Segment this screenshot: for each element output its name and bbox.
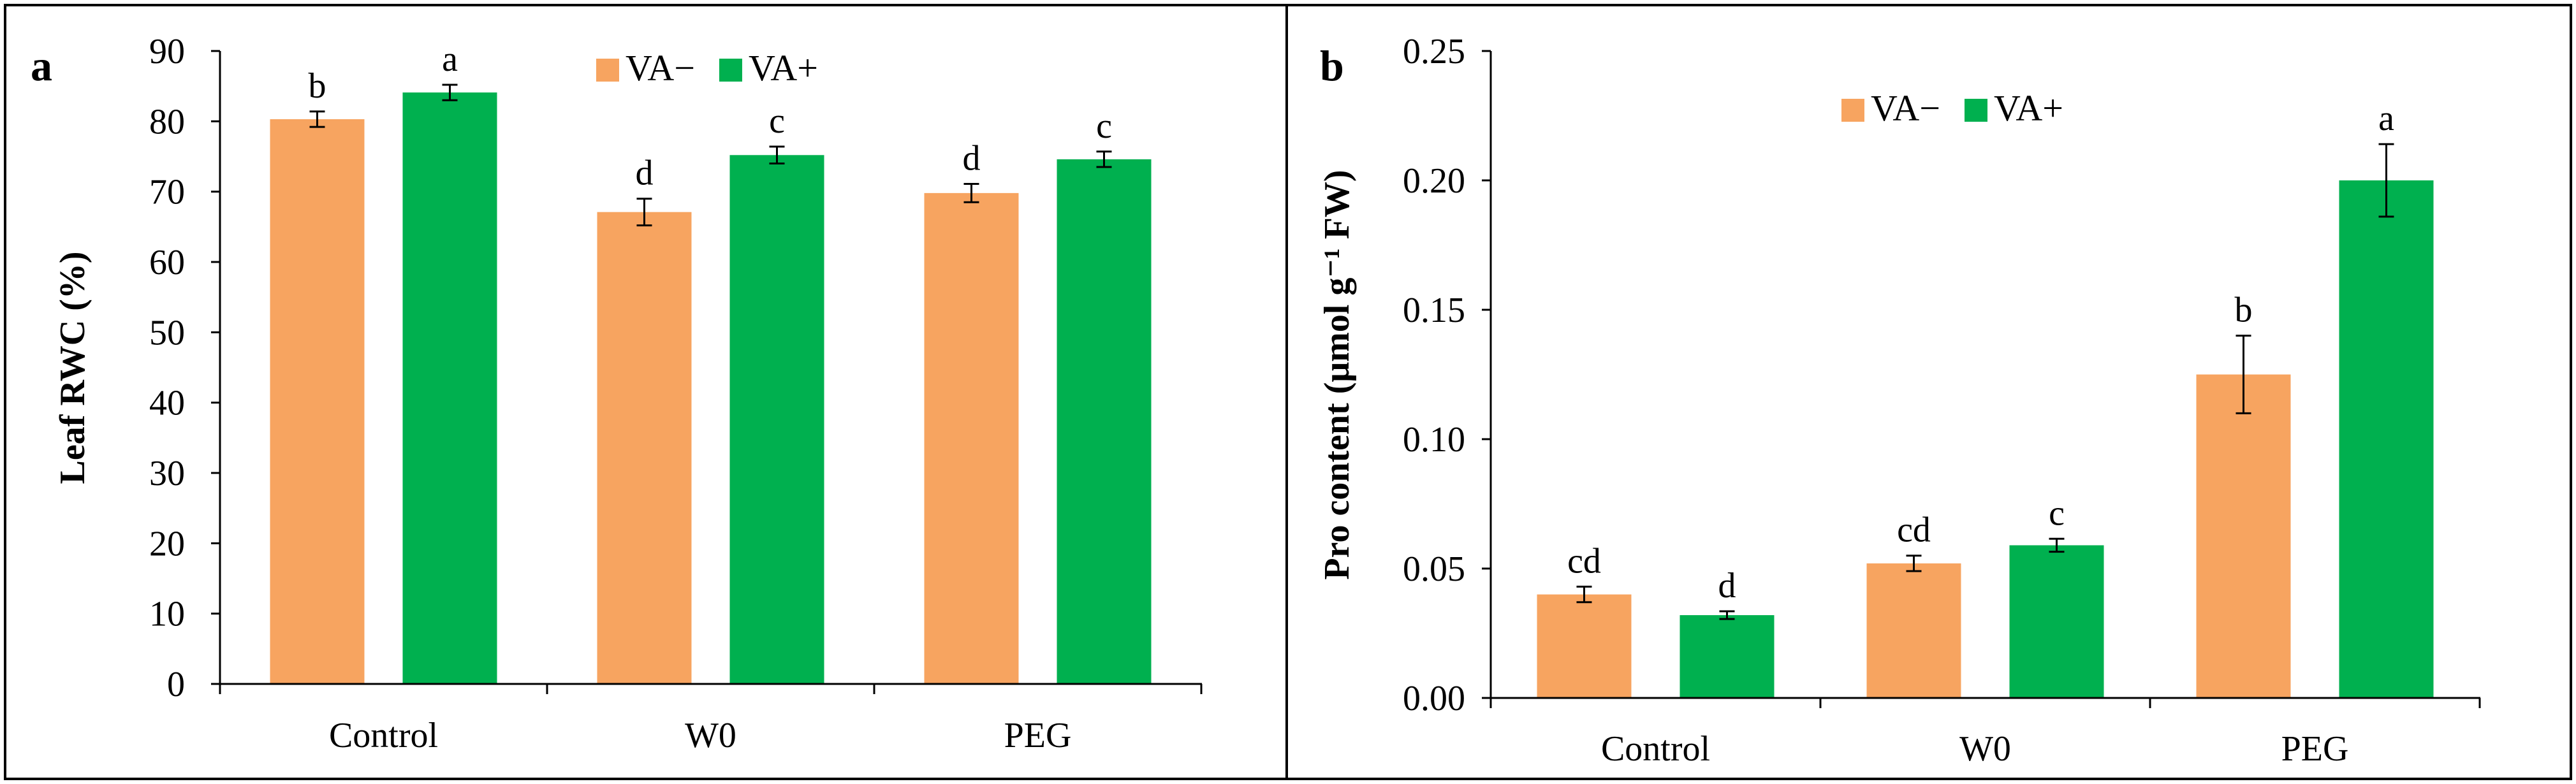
y-tick-label: 0.15 — [1403, 291, 1465, 330]
significance-label: a — [2378, 99, 2394, 138]
bar-va-minus — [597, 212, 692, 684]
bar-va-minus — [924, 192, 1019, 685]
bar-va-plus — [2009, 545, 2104, 698]
y-tick-label: 40 — [149, 384, 185, 423]
y-tick-label: 0.10 — [1403, 420, 1465, 460]
x-tick-label: PEG — [1004, 716, 1072, 755]
x-tick-label: PEG — [2281, 729, 2349, 769]
x-tick-label: W0 — [1959, 729, 2011, 769]
y-tick-label: 0.00 — [1403, 679, 1465, 718]
chart-panel-a: a Leaf RWC (%) b d d a c c 0 10 20 30 40 50 60 70 80 90 Co… — [31, 32, 1203, 755]
panel-letter: a — [31, 41, 52, 90]
significance-label: c — [769, 101, 785, 141]
significance-label: b — [2235, 291, 2253, 330]
y-tick-label: 70 — [149, 173, 185, 212]
legend-label-va-plus: VA+ — [1994, 87, 2063, 129]
significance-label: d — [963, 139, 981, 178]
legend-label-va-plus: VA+ — [749, 47, 818, 89]
panel-letter: b — [1320, 41, 1344, 90]
significance-label: c — [2049, 493, 2065, 533]
y-tick-label: 60 — [149, 243, 185, 282]
chart-panel-b: b Pro content (μmol g⁻¹ FW) cd cd b d c a 0.00 0.… — [1317, 32, 2481, 769]
y-tick-label: 20 — [149, 524, 185, 563]
significance-label: b — [309, 66, 326, 106]
significance-label: a — [442, 40, 458, 79]
y-tick-label: 0.20 — [1403, 161, 1465, 201]
bar-va-plus — [1680, 615, 1775, 698]
legend-swatch-va-minus — [596, 59, 619, 82]
bar-va-plus — [402, 92, 497, 684]
legend-swatch-va-plus — [1965, 99, 1987, 122]
bar-va-minus — [1866, 563, 1961, 698]
significance-label: cd — [1897, 511, 1931, 550]
significance-label: d — [1718, 566, 1736, 606]
y-axis-label: Leaf RWC (%) — [53, 251, 92, 484]
significance-label: c — [1096, 106, 1112, 146]
legend-label-va-minus: VA− — [626, 47, 695, 89]
y-tick-label: 0.05 — [1403, 549, 1465, 589]
bar-va-minus — [1537, 594, 1632, 698]
y-tick-label: 10 — [149, 595, 185, 634]
y-tick-label: 30 — [149, 454, 185, 493]
bar-va-minus — [270, 119, 365, 685]
y-tick-label: 0.25 — [1403, 32, 1465, 71]
bar-va-minus — [2196, 374, 2291, 698]
y-tick-label: 0 — [167, 665, 185, 704]
bar-va-plus — [1057, 159, 1152, 684]
y-axis-label: Pro content (μmol g⁻¹ FW) — [1317, 170, 1357, 579]
legend-swatch-va-plus — [719, 59, 742, 82]
y-tick-label: 80 — [149, 102, 185, 142]
x-tick-label: Control — [1601, 729, 1710, 769]
x-tick-label: W0 — [685, 716, 736, 755]
y-tick-label: 50 — [149, 313, 185, 352]
significance-label: d — [636, 154, 654, 193]
bar-va-plus — [729, 155, 824, 684]
significance-label: cd — [1567, 541, 1601, 581]
legend-label-va-minus: VA− — [1871, 87, 1940, 129]
legend-swatch-va-minus — [1841, 99, 1864, 122]
x-tick-label: Control — [329, 716, 438, 755]
y-tick-label: 90 — [149, 32, 185, 71]
bar-va-plus — [2339, 180, 2434, 698]
